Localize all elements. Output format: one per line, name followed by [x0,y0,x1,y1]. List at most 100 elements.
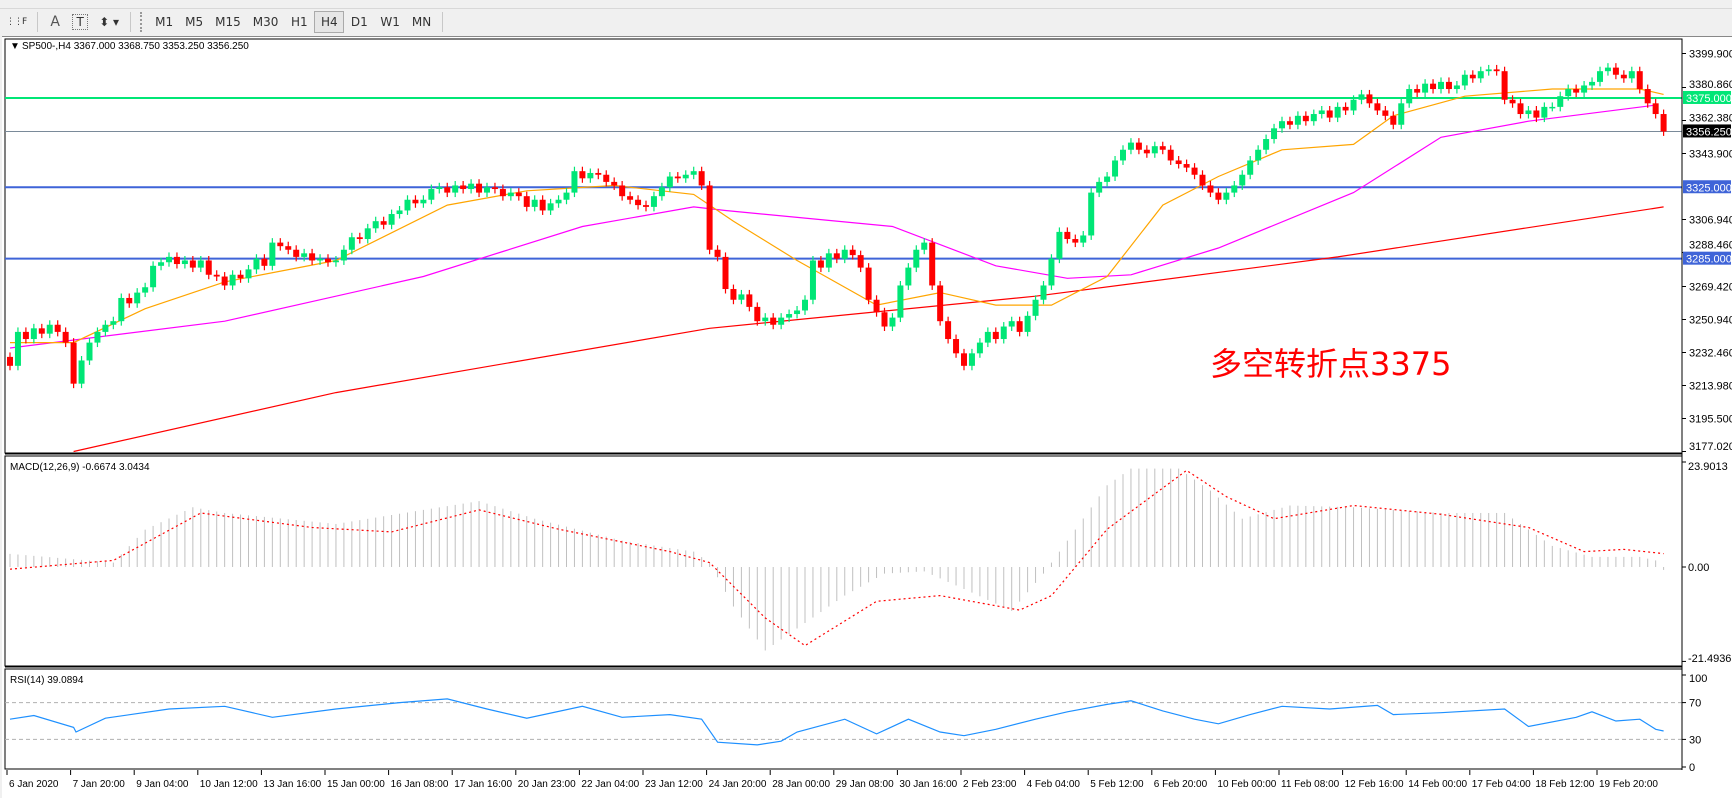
candle-down [412,199,419,204]
candle-up [404,199,411,211]
candle-down [1342,106,1349,111]
candle-down [261,258,268,266]
price-tick-label: 3343.900 [1689,149,1732,161]
candle-down [627,196,634,200]
timeframe-h1[interactable]: H1 [291,14,308,29]
candle-down [70,342,77,384]
price-tick-label: 3380.860 [1689,79,1732,91]
candle-down [611,181,618,186]
candle-up [1350,99,1357,111]
price-tick-label: 3232.460 [1689,348,1732,360]
candle-down [1215,192,1222,200]
timeframe-m1[interactable]: M1 [155,14,174,29]
candle-up [1048,258,1055,286]
candle-up [1008,321,1015,327]
candle-up [14,331,21,366]
candle-up [110,321,117,325]
toolbar-separator [130,11,132,32]
arrows-dropdown-icon[interactable]: ⬍ ▾ [99,14,120,29]
candle-down [1469,74,1476,79]
candle-down [849,249,856,256]
time-tick-label: 22 Jan 04:00 [581,779,639,790]
candle-up [1127,142,1134,150]
candle-up [913,249,920,268]
candle-up [396,210,403,215]
candle-down [833,253,840,259]
candle-up [1024,315,1031,332]
price-tick-label: 3399.900 [1689,49,1732,61]
candle-up [1461,74,1468,86]
rsi-tick-label: 0 [1689,762,1695,774]
candle-down [1652,103,1659,115]
timeframe-m30[interactable]: M30 [252,14,279,29]
moving-average-mid [9,104,1656,349]
candle-down [730,289,737,300]
timeframe-m5[interactable]: M5 [185,14,204,29]
candle-up [507,192,514,197]
candle-up [301,253,308,257]
timeframe-w1[interactable]: W1 [380,14,400,29]
candle-down [754,306,761,322]
candle-up [166,256,172,263]
time-tick-label: 6 Feb 20:00 [1154,779,1208,790]
candle-up [1541,106,1548,118]
price-level-label: 3285.000 [1686,254,1732,266]
timeframe-h4[interactable]: H4 [314,10,345,33]
candle-up [229,274,236,286]
candle-up [1549,106,1556,109]
grid-f-icon[interactable]: ⋮⋮ F [6,16,27,27]
timeframe-d1[interactable]: D1 [350,14,368,29]
candle-down [499,189,506,197]
candle-up [118,297,125,322]
candle-up [571,171,578,193]
candle-down [1573,89,1580,93]
candle-up [802,299,808,311]
candle-up [348,237,355,250]
price-tick-label: 3288.460 [1689,240,1732,252]
candle-up [1318,110,1325,115]
candle-down [293,249,300,257]
candle-up [428,189,435,200]
candle-down [491,187,498,190]
toolbar-grip[interactable] [140,11,145,32]
candle-up [658,187,665,197]
timeframe-mn[interactable]: MN [411,14,432,29]
candle-down [1636,71,1643,90]
candle-up [650,196,657,207]
candle-down [643,205,649,207]
price-level-badge [1683,251,1731,265]
candle-down [674,176,681,179]
candle-up [78,360,85,384]
price-tick-label: 3213.980 [1689,381,1732,393]
time-tick-label: 20 Jan 23:00 [518,779,576,790]
price-tick-label: 3250.940 [1689,315,1732,327]
candle-down [698,171,705,186]
rsi-title: RSI(14) 39.0894 [10,675,84,686]
candle-up [1151,146,1158,154]
candle-up [468,183,475,190]
candle-down [1326,110,1333,118]
macd-tick-label: -21.4936 [1688,653,1731,665]
candle-down [1414,89,1421,93]
time-tick-label: 16 Jan 08:00 [391,779,449,790]
candle-up [921,242,928,250]
text-label-icon[interactable]: T [72,13,89,30]
candle-down [1143,149,1150,154]
candle-up [158,262,165,266]
candle-up [340,249,347,261]
text-a-icon[interactable]: A [50,13,60,30]
candle-up [1485,69,1492,72]
time-tick-label: 28 Jan 00:00 [772,779,830,790]
candle-up [1088,192,1095,236]
symbol-dropdown-icon: ▼ [10,41,20,52]
timeframe-m15[interactable]: M15 [215,14,241,29]
time-tick-label: 17 Feb 04:00 [1472,779,1531,790]
candle-up [1581,85,1588,93]
candle-down [1644,89,1651,104]
candle-up [1056,231,1063,259]
time-tick-label: 29 Jan 08:00 [836,779,894,790]
candle-up [46,324,53,334]
chart-window[interactable] [2,36,1732,798]
candle-down [515,192,522,197]
